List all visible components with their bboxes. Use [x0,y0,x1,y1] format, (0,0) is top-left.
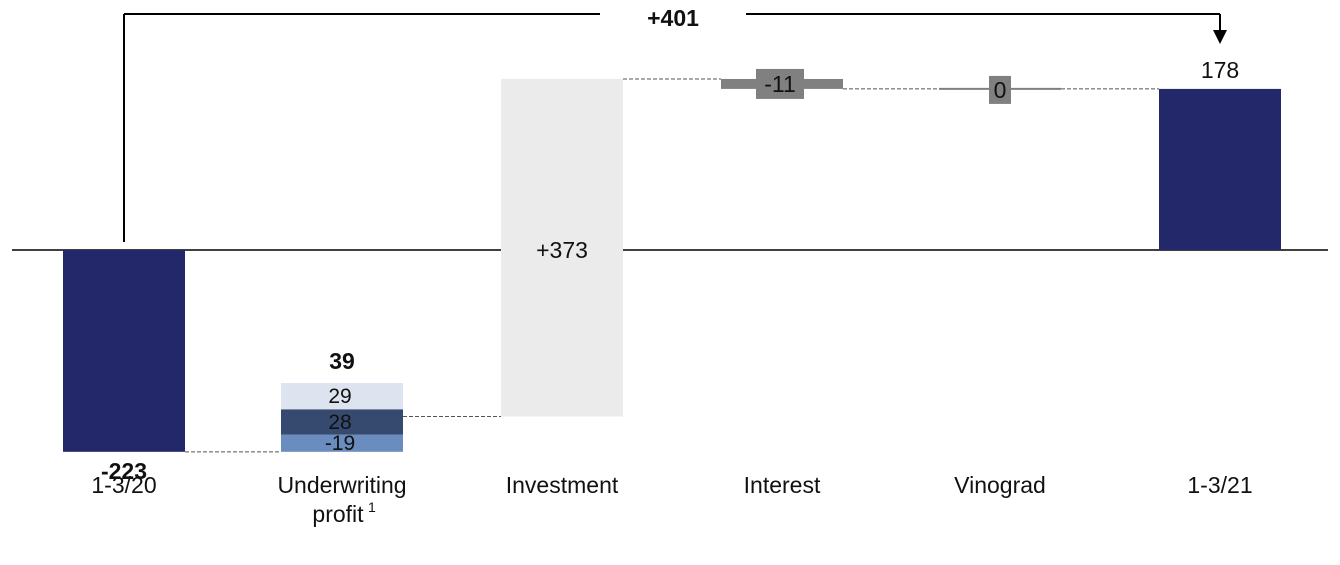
category-label: 1-3/21 [1187,472,1252,498]
bridge-arrowhead [1213,30,1227,44]
bar-1-3-20 [63,250,185,452]
bridge-label: +401 [647,5,699,31]
category-label: Investment [506,472,619,498]
underwriting-segment-label: 28 [328,411,351,434]
category-label: Underwriting [277,472,406,498]
underwriting-segment-label: -19 [325,432,355,455]
label-box-interest [756,68,804,99]
category-label: Vinograd [954,472,1046,498]
value-label-investment: +373 [536,237,588,263]
underwriting-segment-bar [281,434,403,452]
footnote-marker: 1 [368,499,376,515]
value-label-interest: -11 [764,71,796,97]
underwriting-segment-bar [281,409,403,435]
category-label: 1-3/20 [91,472,156,498]
value-label-1-3-21: 178 [1201,57,1239,83]
bar-1-3-21 [1159,88,1281,250]
underwriting-segment-label: 29 [328,385,351,408]
value-label-underwriting: 39 [329,348,355,374]
category-label: Interest [744,472,821,498]
underwriting-segment-bar [281,383,403,410]
bar-investment [501,78,623,417]
value-label-1-3-20: -223 [101,458,147,484]
label-box-vinograd [989,75,1011,104]
category-label-line2: profit [312,501,364,527]
value-label-vinograd: 0 [994,77,1007,103]
